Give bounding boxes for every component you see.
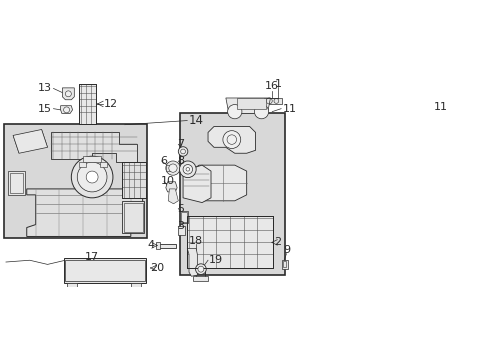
Bar <box>8 171 25 195</box>
Polygon shape <box>62 88 74 100</box>
Circle shape <box>91 262 99 270</box>
Bar <box>181 212 187 222</box>
Text: 10: 10 <box>160 176 174 186</box>
Bar <box>261 98 282 104</box>
Bar <box>10 173 23 193</box>
Text: 16: 16 <box>264 81 279 91</box>
Bar <box>130 283 141 287</box>
Circle shape <box>181 149 185 154</box>
Text: 15: 15 <box>38 104 52 114</box>
Text: 11: 11 <box>433 103 447 112</box>
Polygon shape <box>165 182 177 192</box>
Text: 11: 11 <box>282 104 296 114</box>
Bar <box>79 162 86 167</box>
Bar <box>166 165 171 171</box>
Bar <box>122 162 145 198</box>
Circle shape <box>178 147 187 156</box>
Bar <box>65 260 145 281</box>
Circle shape <box>226 135 236 144</box>
Bar <box>123 203 142 232</box>
Bar <box>92 263 99 268</box>
Bar <box>155 242 160 249</box>
Polygon shape <box>190 165 246 201</box>
Polygon shape <box>187 248 197 276</box>
Polygon shape <box>27 189 142 237</box>
Circle shape <box>77 162 107 192</box>
Text: 8: 8 <box>177 156 184 166</box>
Circle shape <box>223 131 240 148</box>
Text: 14: 14 <box>188 114 203 127</box>
Polygon shape <box>225 98 270 113</box>
Polygon shape <box>168 189 178 204</box>
Bar <box>83 156 101 162</box>
Text: 5: 5 <box>177 203 184 213</box>
Circle shape <box>179 161 196 177</box>
Polygon shape <box>13 130 47 153</box>
Bar <box>281 260 287 269</box>
Bar <box>64 258 146 283</box>
Circle shape <box>183 165 192 174</box>
Circle shape <box>71 156 113 198</box>
Circle shape <box>254 104 268 119</box>
Text: 7: 7 <box>177 139 184 149</box>
Bar <box>66 283 77 287</box>
Circle shape <box>198 266 203 272</box>
Text: 17: 17 <box>85 252 99 262</box>
Text: 9: 9 <box>283 245 289 255</box>
Text: 18: 18 <box>189 236 203 246</box>
Polygon shape <box>50 132 137 162</box>
Text: 3: 3 <box>177 221 184 231</box>
Text: 12: 12 <box>104 99 118 109</box>
Bar <box>79 84 96 124</box>
Text: 4: 4 <box>147 240 154 251</box>
Polygon shape <box>207 126 255 153</box>
Text: 19: 19 <box>209 255 223 265</box>
Polygon shape <box>61 106 72 113</box>
Bar <box>179 113 285 275</box>
Bar <box>187 216 273 268</box>
Bar <box>178 226 185 235</box>
Bar <box>159 244 176 248</box>
Circle shape <box>185 167 189 171</box>
Circle shape <box>195 264 206 275</box>
Bar <box>180 211 188 223</box>
Text: 2: 2 <box>274 237 281 247</box>
Bar <box>283 261 286 267</box>
Circle shape <box>86 171 98 183</box>
Circle shape <box>227 104 242 119</box>
Polygon shape <box>183 165 211 203</box>
Bar <box>236 98 266 109</box>
Bar <box>193 276 207 281</box>
Text: 13: 13 <box>38 84 52 94</box>
Bar <box>79 84 96 124</box>
Circle shape <box>63 107 69 113</box>
Bar <box>100 162 107 167</box>
Text: 20: 20 <box>149 263 163 273</box>
Circle shape <box>65 91 71 97</box>
Text: 1: 1 <box>274 79 281 89</box>
Bar <box>122 201 144 234</box>
Bar <box>3 123 147 238</box>
Circle shape <box>165 161 180 175</box>
Text: 6: 6 <box>160 156 167 166</box>
Bar <box>187 216 273 268</box>
Circle shape <box>168 164 177 172</box>
Bar <box>122 162 145 198</box>
